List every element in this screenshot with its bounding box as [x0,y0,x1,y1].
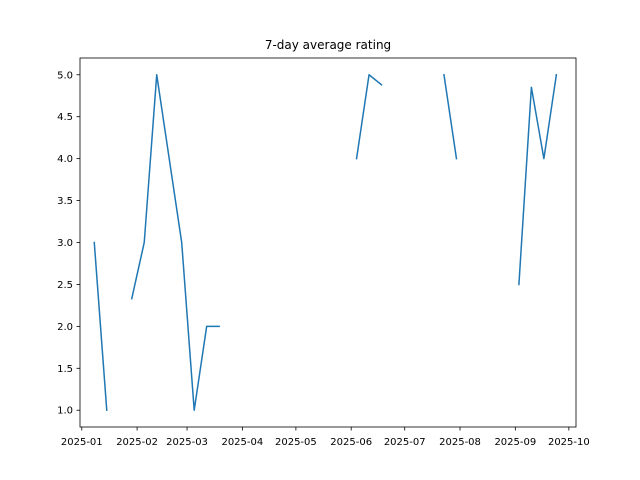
series-segment-3 [355,74,383,160]
y-tick-label: 3.0 [57,238,73,249]
y-tick-label: 4.5 [57,112,73,123]
x-tick-label: 2025-05 [275,437,317,448]
series-segment-5 [518,73,558,286]
x-tick-label: 2025-07 [384,437,426,448]
y-tick-label: 5.0 [57,70,73,81]
y-tick-label: 2.5 [57,280,73,291]
x-tick-label: 2025-03 [166,437,208,448]
series-segment-1 [93,241,108,412]
y-tick-label: 2.0 [57,322,73,333]
x-axis: 2025-01 2025-02 2025-03 2025-04 2025-05 2025-… [61,427,590,448]
x-tick-label: 2025-01 [61,437,103,448]
x-tick-label: 2025-02 [116,437,158,448]
x-tick-label: 2025-10 [548,437,590,448]
x-tick-label: 2025-09 [494,437,536,448]
chart-title: 7-day average rating [265,38,391,52]
x-tick-label: 2025-08 [439,437,481,448]
y-tick-label: 1.5 [57,364,73,375]
x-tick-label: 2025-06 [330,437,372,448]
y-tick-label: 4.0 [57,154,73,165]
y-tick-label: 3.5 [57,196,73,207]
x-tick-label: 2025-04 [221,437,263,448]
plot-lines [93,73,558,412]
y-tick-label: 1.0 [57,406,73,417]
series-segment-4 [443,73,458,160]
series-segment-2 [130,74,220,411]
y-axis: 1.0 1.5 2.0 2.5 3.0 3.5 4.0 4.5 5.0 [57,70,80,417]
